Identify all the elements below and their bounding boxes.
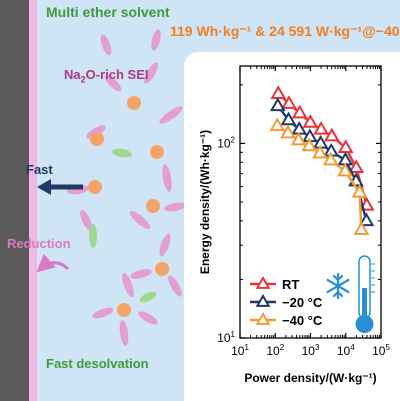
data-point bbox=[280, 111, 297, 126]
solvation-cluster bbox=[129, 145, 186, 229]
data-point bbox=[313, 120, 330, 135]
ether-molecule bbox=[130, 269, 152, 279]
sei-label-subscript: 2 bbox=[80, 74, 86, 85]
ragone-plot: 101 102 103 104 105 101 102 Power density/(W·k… bbox=[198, 65, 390, 385]
data-point bbox=[291, 104, 308, 119]
ragone-plot-panel: 101 102 103 104 105 101 102 Power density/(W·k… bbox=[184, 52, 400, 401]
performance-label: 119 Wh·kg⁻¹ & 24 591 W·kg⁻¹@−40 °C bbox=[170, 23, 400, 39]
ether-molecule bbox=[138, 311, 158, 325]
ether-molecule bbox=[144, 62, 158, 84]
reduction-arrow-icon bbox=[36, 253, 70, 273]
y-axis-label: Energy density/(Wh·kg⁻¹) bbox=[198, 130, 212, 274]
ether-molecule bbox=[89, 224, 97, 248]
solvent-label: Multi ether solvent bbox=[46, 4, 170, 20]
ether-molecule bbox=[151, 29, 161, 51]
sodium-ion bbox=[146, 199, 160, 213]
legend-label: −40 °C bbox=[282, 313, 323, 328]
solvation-cluster bbox=[100, 29, 161, 84]
legend-label: −20 °C bbox=[282, 295, 323, 310]
ether-molecule bbox=[159, 233, 171, 257]
x-tick-label: 102 bbox=[266, 343, 284, 358]
y-tick-label: 102 bbox=[217, 135, 235, 150]
data-point bbox=[301, 137, 318, 152]
sodium-ion bbox=[88, 180, 102, 194]
sodium-ion bbox=[150, 145, 164, 159]
sei-label: Na2O-rich SEI bbox=[64, 67, 149, 85]
legend-marker bbox=[255, 311, 271, 325]
x-tick-label: 101 bbox=[231, 343, 249, 358]
solvation-cluster bbox=[92, 272, 158, 346]
plot-marks bbox=[269, 85, 375, 235]
ether-molecule bbox=[119, 320, 129, 346]
sodium-ion bbox=[117, 303, 131, 317]
data-point bbox=[353, 221, 370, 235]
ether-molecule bbox=[104, 74, 122, 92]
sei-label-prefix: Na bbox=[64, 67, 81, 82]
y-tick-label: 101 bbox=[217, 330, 235, 345]
solvation-cluster bbox=[86, 74, 183, 158]
ether-molecule bbox=[159, 106, 183, 124]
fast-label: Fast bbox=[26, 162, 53, 177]
desolvation-label: Fast desolvation bbox=[46, 356, 149, 371]
electrode bbox=[0, 0, 29, 401]
data-point bbox=[290, 131, 307, 146]
ether-molecule bbox=[92, 307, 114, 319]
ether-molecule bbox=[164, 202, 186, 212]
data-point bbox=[312, 144, 328, 159]
x-tick-label: 104 bbox=[337, 343, 355, 358]
legend-label: RT bbox=[282, 277, 299, 292]
data-point bbox=[269, 117, 286, 132]
x-tick-label: 103 bbox=[302, 343, 320, 358]
ether-molecule bbox=[168, 275, 182, 297]
tick-marks: 101 102 103 104 105 101 102 bbox=[217, 66, 390, 358]
thermometer-icon bbox=[355, 255, 375, 333]
x-axis-label: Power density/(W·kg⁻¹) bbox=[244, 371, 376, 385]
data-point bbox=[322, 151, 339, 166]
sei-layer bbox=[29, 0, 37, 401]
data-point bbox=[281, 95, 297, 109]
data-point bbox=[358, 212, 375, 227]
data-point bbox=[348, 159, 365, 173]
fast-arrow-icon bbox=[37, 179, 83, 195]
data-point bbox=[337, 162, 353, 177]
reduction-label: Reduction bbox=[7, 236, 71, 251]
ether-molecule bbox=[112, 148, 132, 158]
data-point bbox=[337, 139, 354, 153]
solvation-cluster bbox=[67, 132, 104, 231]
data-point bbox=[270, 85, 287, 99]
ether-molecule bbox=[129, 211, 151, 229]
ether-molecule bbox=[80, 209, 92, 231]
data-point bbox=[280, 124, 296, 139]
legend-marker bbox=[255, 293, 271, 307]
ether-molecule bbox=[100, 34, 112, 56]
ether-molecule bbox=[162, 164, 172, 192]
snowflake-icon bbox=[326, 272, 350, 300]
sodium-ion bbox=[155, 262, 169, 276]
legend: RT −20 °C −40 °C bbox=[250, 275, 323, 328]
sei-label-suffix: O-rich SEI bbox=[85, 67, 149, 82]
ether-molecule bbox=[139, 291, 157, 303]
ether-molecule bbox=[122, 272, 134, 298]
legend-marker bbox=[255, 275, 271, 289]
sodium-ion bbox=[127, 96, 141, 110]
data-point bbox=[302, 114, 319, 128]
data-point bbox=[269, 97, 286, 112]
x-tick-label: 105 bbox=[372, 343, 390, 358]
data-point bbox=[323, 127, 340, 142]
data-point bbox=[351, 183, 368, 198]
solvation-cluster bbox=[89, 224, 182, 303]
sodium-ion bbox=[90, 132, 104, 146]
